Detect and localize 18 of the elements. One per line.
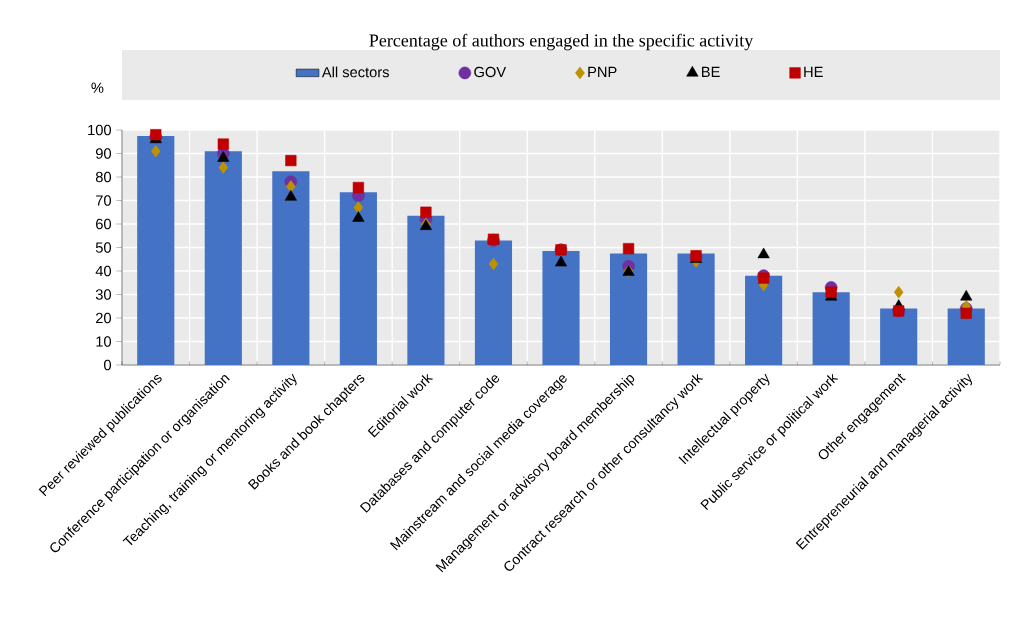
legend-label: PNP: [588, 66, 617, 77]
legend-label: All sectors: [321, 66, 389, 78]
chart-title: Percentage of authors engaged in the specific activity: [369, 33, 754, 51]
y-tick-label: 60: [96, 218, 112, 230]
y-axis-title: %: [91, 82, 104, 93]
y-tick-label: 30: [95, 289, 112, 300]
y-tick-label: 80: [95, 171, 112, 183]
y-tick-label: 70: [96, 195, 112, 206]
legend-label: BE: [702, 66, 720, 77]
y-tick-label: 100: [88, 124, 112, 136]
y-tick-label: 50: [95, 242, 112, 253]
y-tick-label: 40: [95, 265, 112, 277]
legend-label: GOV: [474, 66, 507, 78]
y-tick-label: 10: [96, 336, 112, 347]
y-tick-label: 90: [95, 148, 112, 159]
y-tick-label: 0: [104, 359, 112, 371]
legend-label: HE: [804, 66, 823, 77]
y-tick-label: 20: [96, 312, 112, 324]
